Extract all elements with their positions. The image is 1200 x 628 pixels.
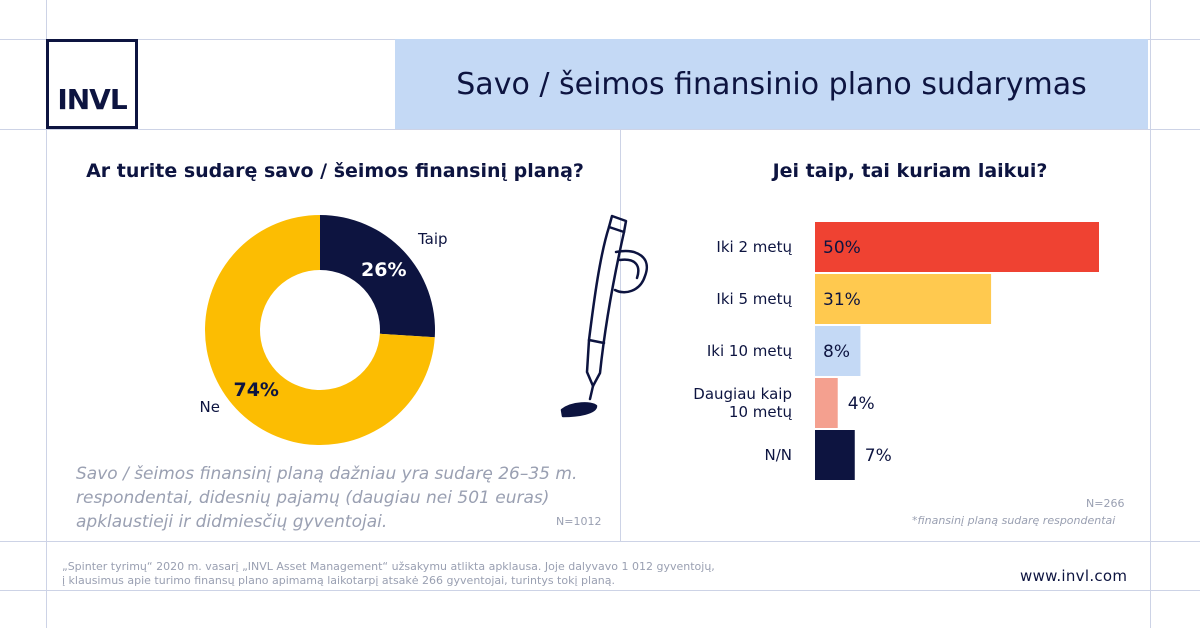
bar-value-label-3: 4% xyxy=(848,394,875,414)
invl-logo: INVL xyxy=(46,39,138,129)
donut-value-label-0: 26% xyxy=(361,259,406,281)
left-note: Savo / šeimos finansinį planą dažniau yr… xyxy=(76,464,578,532)
left-sample-size: N=1012 xyxy=(556,515,602,528)
bar-category-label-3: Daugiau kaip 10 metų xyxy=(693,385,792,421)
pen-illustration xyxy=(560,214,648,418)
bar-value-label-0: 50% xyxy=(823,238,861,258)
bar-2 xyxy=(815,326,861,376)
logo-text: INVL xyxy=(57,83,127,116)
bar-category-label-2: Iki 10 metų xyxy=(707,342,793,360)
bar-0 xyxy=(815,222,1099,272)
bar-category-label-1: Iki 5 metų xyxy=(716,290,792,308)
bar-chart: 50% Iki 2 metų 31% Iki 5 metų 8% Iki 10 metų 4… xyxy=(693,222,1099,480)
header-banner: Savo / šeimos finansinio plano sudarymas xyxy=(395,39,1148,129)
donut-chart: 26% Taip 74% Ne xyxy=(200,215,448,446)
donut-value-label-1: 74% xyxy=(233,379,278,401)
footer-source: „Spinter tyrimų“ 2020 m. vasarį „INVL As… xyxy=(62,560,782,588)
grid-line-right xyxy=(1150,0,1151,628)
grid-line-mid-top xyxy=(0,129,1200,130)
bar-4 xyxy=(815,430,855,480)
footer-line-2: į klausimus apie turimo finansų plano ap… xyxy=(62,574,616,587)
bar-value-label-4: 7% xyxy=(865,446,892,466)
bar-category-label-4: N/N xyxy=(765,446,793,464)
donut-category-label-0: Taip xyxy=(417,230,448,248)
bar-value-label-2: 8% xyxy=(823,342,850,362)
footer-line-1: „Spinter tyrimų“ 2020 m. vasarį „INVL As… xyxy=(62,560,715,573)
grid-line-left xyxy=(46,0,47,628)
donut-slice-1 xyxy=(204,215,435,446)
bar-value-label-1: 31% xyxy=(823,290,861,310)
donut-slice-0 xyxy=(320,215,435,338)
website-link[interactable]: www.invl.com xyxy=(1020,567,1128,585)
grid-line-mid-bottom xyxy=(0,541,1200,542)
page-title: Savo / šeimos finansinio plano sudarymas xyxy=(456,66,1087,102)
grid-line-center xyxy=(620,129,621,541)
grid-line-bottom xyxy=(0,590,1200,591)
right-footnote: *finansinį planą sudarę respondentai xyxy=(912,514,1116,527)
left-question: Ar turite sudarę savo / šeimos finansinį… xyxy=(86,160,584,182)
bar-1 xyxy=(815,274,992,324)
bar-category-label-0: Iki 2 metų xyxy=(716,238,792,256)
bar-3 xyxy=(815,378,838,428)
right-sample-size: N=266 xyxy=(1086,497,1125,510)
right-question: Jei taip, tai kuriam laikui? xyxy=(772,160,1048,182)
donut-category-label-1: Ne xyxy=(200,398,220,416)
